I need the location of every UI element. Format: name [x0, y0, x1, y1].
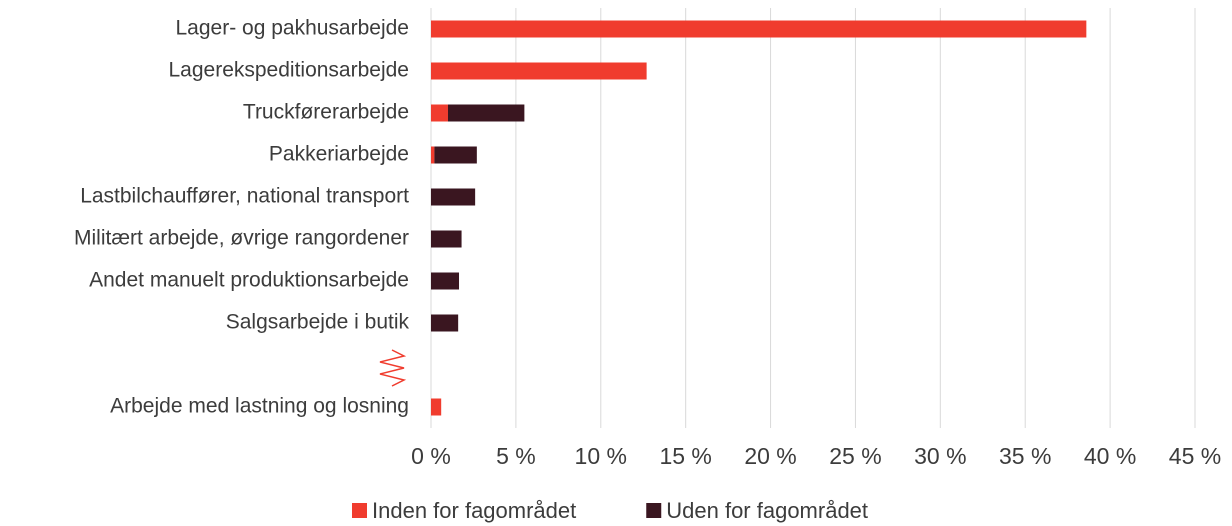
- x-tick-label: 10 %: [575, 443, 627, 469]
- axis-break: [379, 349, 407, 387]
- bar: [431, 230, 462, 248]
- x-tick-label: 5 %: [496, 443, 536, 469]
- y-tick-label: Arbejde med lastning og losning: [110, 395, 409, 418]
- x-tick-label: 35 %: [999, 443, 1051, 469]
- x-tick-label: 40 %: [1084, 443, 1136, 469]
- bar: [431, 272, 460, 290]
- bar: [431, 104, 448, 122]
- bar: [431, 62, 647, 80]
- y-tick-label: Pakkeriarbejde: [269, 143, 409, 166]
- bar: [447, 104, 525, 122]
- y-tick-label: Lager- og pakhusarbejde: [175, 17, 409, 40]
- y-tick-label: Salgsarbejde i butik: [226, 311, 410, 334]
- bar: [431, 146, 435, 164]
- legend-label: Uden for fagområdet: [666, 498, 868, 523]
- y-tick-label: Lastbilchauffører, national transport: [80, 185, 409, 208]
- x-tick-label: 0 %: [411, 443, 451, 469]
- legend-swatch: [352, 503, 367, 518]
- y-tick-label: Lagerekspeditionsarbejde: [168, 59, 409, 82]
- bar: [431, 188, 476, 206]
- y-tick-label: Militært arbejde, øvrige rangordener: [74, 227, 409, 250]
- legend-swatch: [646, 503, 662, 518]
- bar: [434, 146, 477, 164]
- y-tick-label: Truckførerarbejde: [243, 101, 409, 124]
- x-tick-label: 20 %: [744, 443, 796, 469]
- legend-label: Inden for fagområdet: [372, 498, 576, 523]
- y-tick-label: Andet manuelt produktionsarbejde: [89, 269, 409, 292]
- x-tick-label: 25 %: [829, 443, 881, 469]
- bar: [431, 314, 459, 332]
- x-tick-label: 30 %: [914, 443, 966, 469]
- x-tick-label: 45 %: [1169, 443, 1221, 469]
- x-tick-label: 15 %: [659, 443, 711, 469]
- bar: [431, 398, 442, 416]
- bar: [431, 20, 1087, 38]
